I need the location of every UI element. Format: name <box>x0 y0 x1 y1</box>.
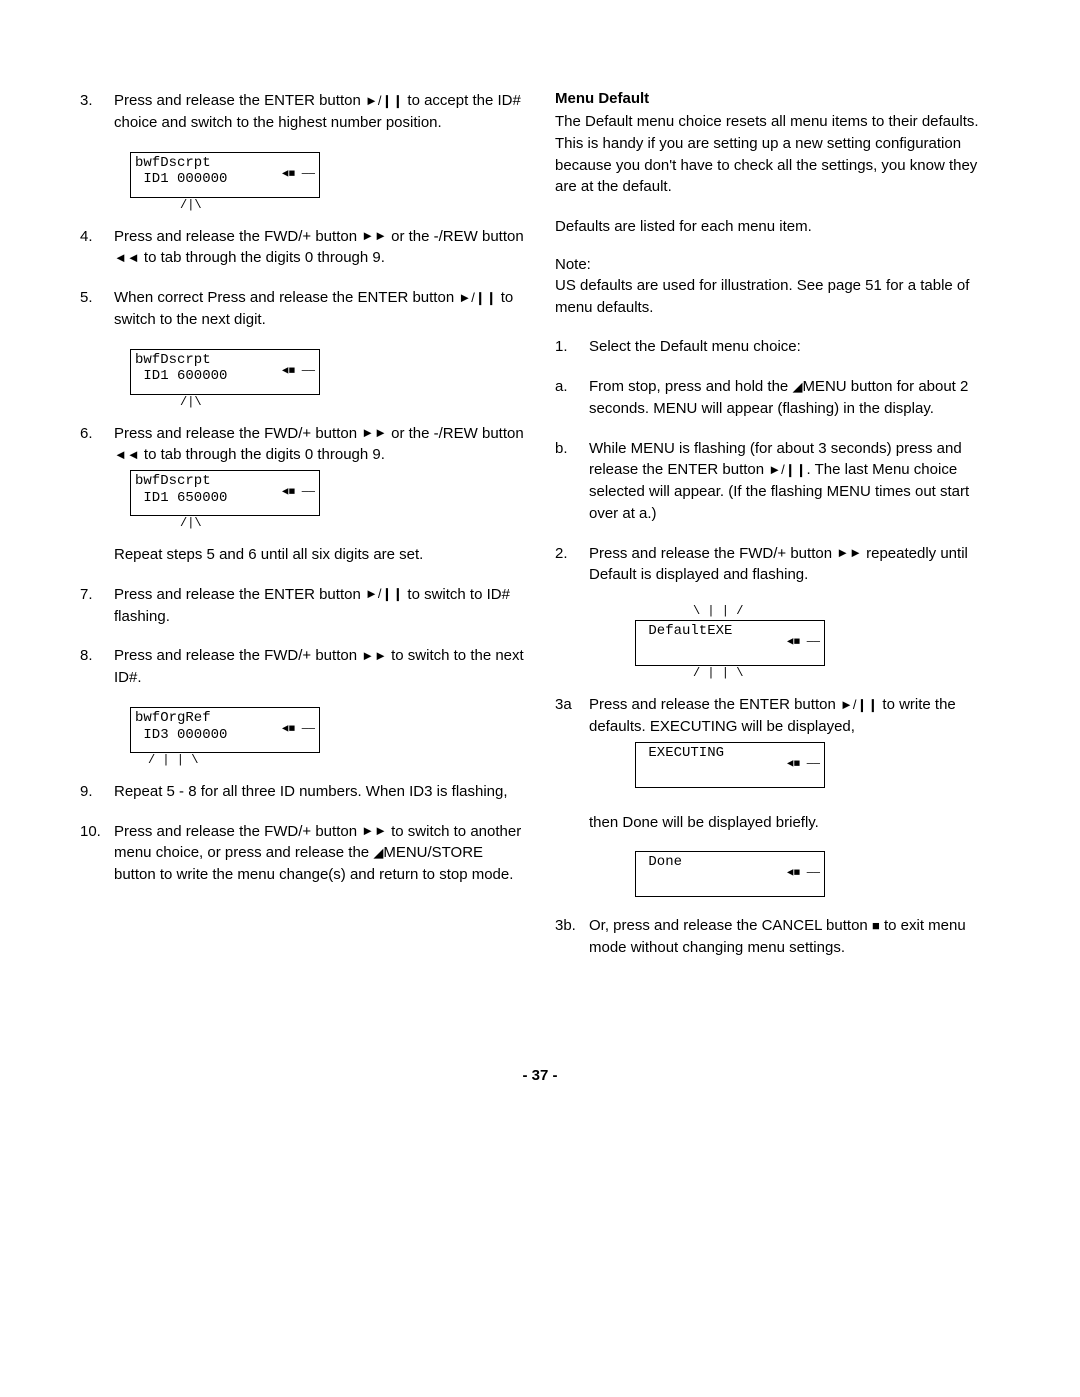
cursor-marks: / | | \ <box>635 666 1000 680</box>
step-number: b. <box>555 438 589 525</box>
ffwd-icon: ►► <box>361 424 387 443</box>
step-a: a. From stop, press and hold the ◢MENU b… <box>555 376 1000 420</box>
rew-icon: ◄◄ <box>114 249 140 268</box>
step-text: Press and release the FWD/+ button ►► or… <box>114 226 525 270</box>
intro-paragraph: The Default menu choice resets all menu … <box>555 111 1000 198</box>
two-column-layout: 3. Press and release the ENTER button ►/… <box>80 90 1000 977</box>
stop-icon: ■ <box>872 917 880 936</box>
note-body: US defaults are used for illustration. S… <box>555 275 1000 319</box>
manual-page: 3. Press and release the ENTER button ►/… <box>0 0 1080 1144</box>
step-text: When correct Press and release the ENTER… <box>114 287 525 331</box>
step-10: 10. Press and release the FWD/+ button ►… <box>80 821 525 886</box>
lcd-display-3: bwfDscrpt ID1 650000 ◄■ —— <box>130 470 320 516</box>
step-text: Repeat 5 - 8 for all three ID numbers. W… <box>114 781 525 803</box>
play-pause-icon: ►/❙❙ <box>365 585 403 604</box>
step-number: 2. <box>555 543 589 587</box>
left-column: 3. Press and release the ENTER button ►/… <box>80 90 525 977</box>
step-number: 5. <box>80 287 114 331</box>
step-5: 5. When correct Press and release the EN… <box>80 287 525 331</box>
step-text: Or, press and release the CANCEL button … <box>589 915 1000 959</box>
step-text: From stop, press and hold the ◢MENU butt… <box>589 376 1000 420</box>
step-b: b. While MENU is flashing (for about 3 s… <box>555 438 1000 525</box>
step-text: Repeat steps 5 and 6 until all six digit… <box>114 544 525 566</box>
step-8: 8. Press and release the FWD/+ button ►►… <box>80 645 525 689</box>
step-number: 1. <box>555 336 589 358</box>
cursor-marks: /|\ <box>130 516 525 530</box>
play-pause-icon: ►/❙❙ <box>458 289 496 308</box>
play-pause-icon: ►/❙❙ <box>768 461 806 480</box>
step-2: 2. Press and release the FWD/+ button ►►… <box>555 543 1000 587</box>
battery-icon: ◄■ —— <box>282 168 315 181</box>
step-1: 1. Select the Default menu choice: <box>555 336 1000 358</box>
step-3a: 3a Press and release the ENTER button ►/… <box>555 694 1000 738</box>
step-text: Press and release the FWD/+ button ►► or… <box>114 423 525 467</box>
menu-triangle-icon: ◢ <box>373 844 383 863</box>
lcd-display-2: bwfDscrpt ID1 600000 ◄■ —— <box>130 349 320 395</box>
battery-icon: ◄■ —— <box>787 868 820 881</box>
defaults-line: Defaults are listed for each menu item. <box>555 216 1000 238</box>
lcd-display-1: bwfDscrpt ID1 000000 ◄■ —— <box>130 152 320 198</box>
step-number: 4. <box>80 226 114 270</box>
lcd-display-executing: EXECUTING ◄■ —— <box>635 742 825 788</box>
step-4: 4. Press and release the FWD/+ button ►►… <box>80 226 525 270</box>
cursor-marks: /|\ <box>130 198 525 212</box>
step-number: 7. <box>80 584 114 628</box>
lcd-display-done: Done ◄■ —— <box>635 851 825 897</box>
battery-icon: ◄■ —— <box>787 758 820 771</box>
step-text: Press and release the FWD/+ button ►► to… <box>114 645 525 689</box>
step-text: While MENU is flashing (for about 3 seco… <box>589 438 1000 525</box>
lcd-display-default: DefaultEXE ◄■ —— <box>635 620 825 666</box>
play-pause-icon: ►/❙❙ <box>365 92 403 111</box>
step-text: Press and release the FWD/+ button ►► re… <box>589 543 1000 587</box>
step-text: Press and release the ENTER button ►/❙❙ … <box>589 694 1000 738</box>
ffwd-icon: ►► <box>361 227 387 246</box>
lcd-display-4: bwfOrgRef ID3 000000 ◄■ —— <box>130 707 320 753</box>
battery-icon: ◄■ —— <box>282 365 315 378</box>
play-pause-icon: ►/❙❙ <box>840 696 878 715</box>
cursor-marks-above: \ | | / <box>635 604 1000 618</box>
step-7: 7. Press and release the ENTER button ►/… <box>80 584 525 628</box>
step-text: Press and release the ENTER button ►/❙❙ … <box>114 90 525 134</box>
cursor-marks: / | | \ <box>130 753 525 767</box>
step-number: 6. <box>80 423 114 467</box>
step-number: 3a <box>555 694 589 738</box>
ffwd-icon: ►► <box>836 544 862 563</box>
step-number: 10. <box>80 821 114 886</box>
rew-icon: ◄◄ <box>114 446 140 465</box>
done-text: then Done will be displayed briefly. <box>555 812 1000 834</box>
step-6: 6. Press and release the FWD/+ button ►►… <box>80 423 525 467</box>
step-text: Select the Default menu choice: <box>589 336 1000 358</box>
step-number: 3b. <box>555 915 589 959</box>
ffwd-icon: ►► <box>361 822 387 841</box>
step-text: Press and release the ENTER button ►/❙❙ … <box>114 584 525 628</box>
step-number: 8. <box>80 645 114 689</box>
step-text: then Done will be displayed briefly. <box>589 812 1000 834</box>
right-column: Menu Default The Default menu choice res… <box>555 90 1000 977</box>
step-9: 9. Repeat 5 - 8 for all three ID numbers… <box>80 781 525 803</box>
section-heading: Menu Default <box>555 90 1000 107</box>
step-number: a. <box>555 376 589 420</box>
ffwd-icon: ►► <box>361 647 387 666</box>
battery-icon: ◄■ —— <box>282 486 315 499</box>
step-text: Press and release the FWD/+ button ►► to… <box>114 821 525 886</box>
note-label: Note: <box>555 256 1000 273</box>
step-number: 9. <box>80 781 114 803</box>
step-3b: 3b. Or, press and release the CANCEL but… <box>555 915 1000 959</box>
step-number: 3. <box>80 90 114 134</box>
menu-triangle-icon: ◢ <box>792 378 802 397</box>
cursor-marks: /|\ <box>130 395 525 409</box>
step-3: 3. Press and release the ENTER button ►/… <box>80 90 525 134</box>
step-6-repeat: Repeat steps 5 and 6 until all six digit… <box>80 544 525 566</box>
battery-icon: ◄■ —— <box>282 723 315 736</box>
page-number: - 37 - <box>80 1067 1000 1084</box>
battery-icon: ◄■ —— <box>787 636 820 649</box>
